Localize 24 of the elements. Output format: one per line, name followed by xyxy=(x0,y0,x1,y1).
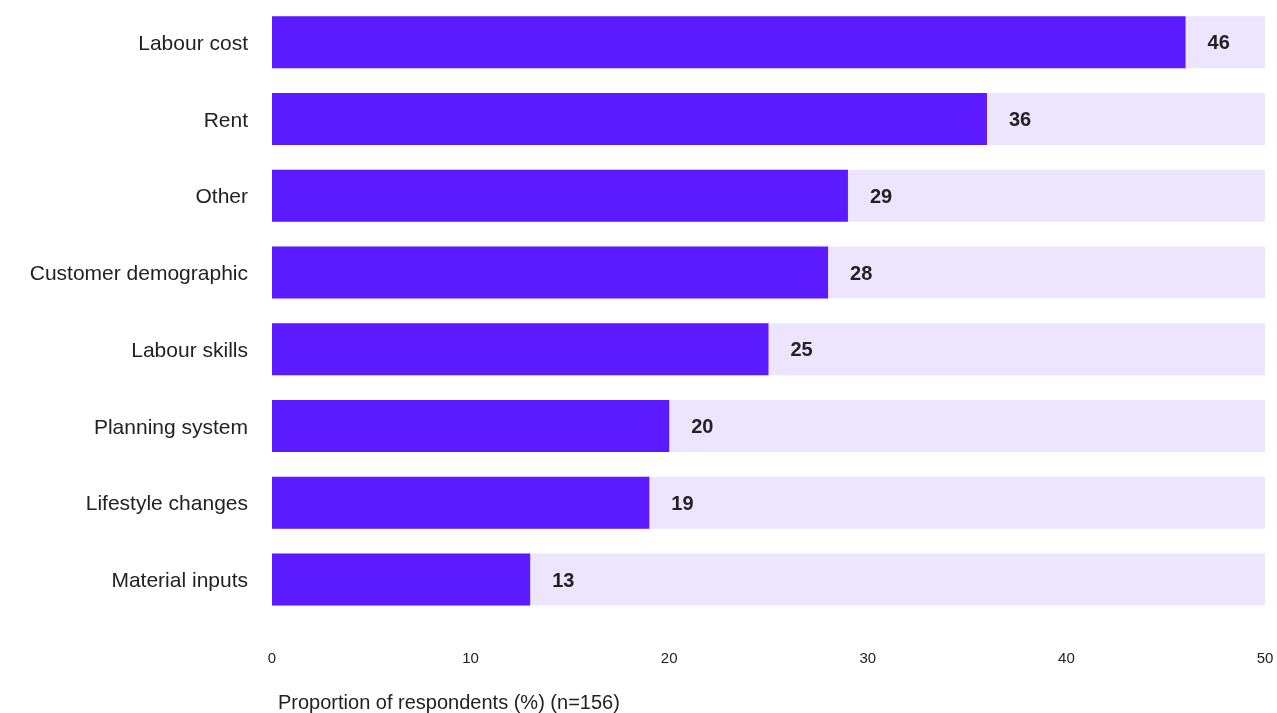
data-label: 20 xyxy=(691,415,714,438)
x-axis-title: Proportion of respondents (%) (n=156) xyxy=(278,691,620,713)
data-label: 13 xyxy=(552,568,575,591)
bar xyxy=(272,553,531,606)
y-tick-label: Material inputs xyxy=(111,568,248,592)
y-tick-label: Lifestyle changes xyxy=(85,491,248,515)
x-tick-label: 20 xyxy=(660,648,678,666)
y-tick-label: Labour skills xyxy=(131,337,248,361)
data-label: 29 xyxy=(869,184,893,207)
y-tick-label: Other xyxy=(195,184,248,208)
x-tick-label: 10 xyxy=(462,648,479,666)
y-tick-label: Planning system xyxy=(93,414,248,438)
x-tick-label: 0 xyxy=(267,648,277,666)
data-label: 28 xyxy=(850,261,873,284)
data-label: 36 xyxy=(1008,108,1032,131)
x-tick-label: 50 xyxy=(1256,648,1274,666)
y-tick-label: Rent xyxy=(203,107,249,131)
y-tick-label: Labour cost xyxy=(138,30,249,54)
y-tick-label: Customer demographic xyxy=(29,261,248,285)
data-label: 19 xyxy=(671,491,694,514)
x-tick-label: 30 xyxy=(859,648,877,666)
x-tick-label: 40 xyxy=(1058,648,1075,666)
data-label: 25 xyxy=(790,338,813,361)
data-label: 46 xyxy=(1207,31,1230,54)
